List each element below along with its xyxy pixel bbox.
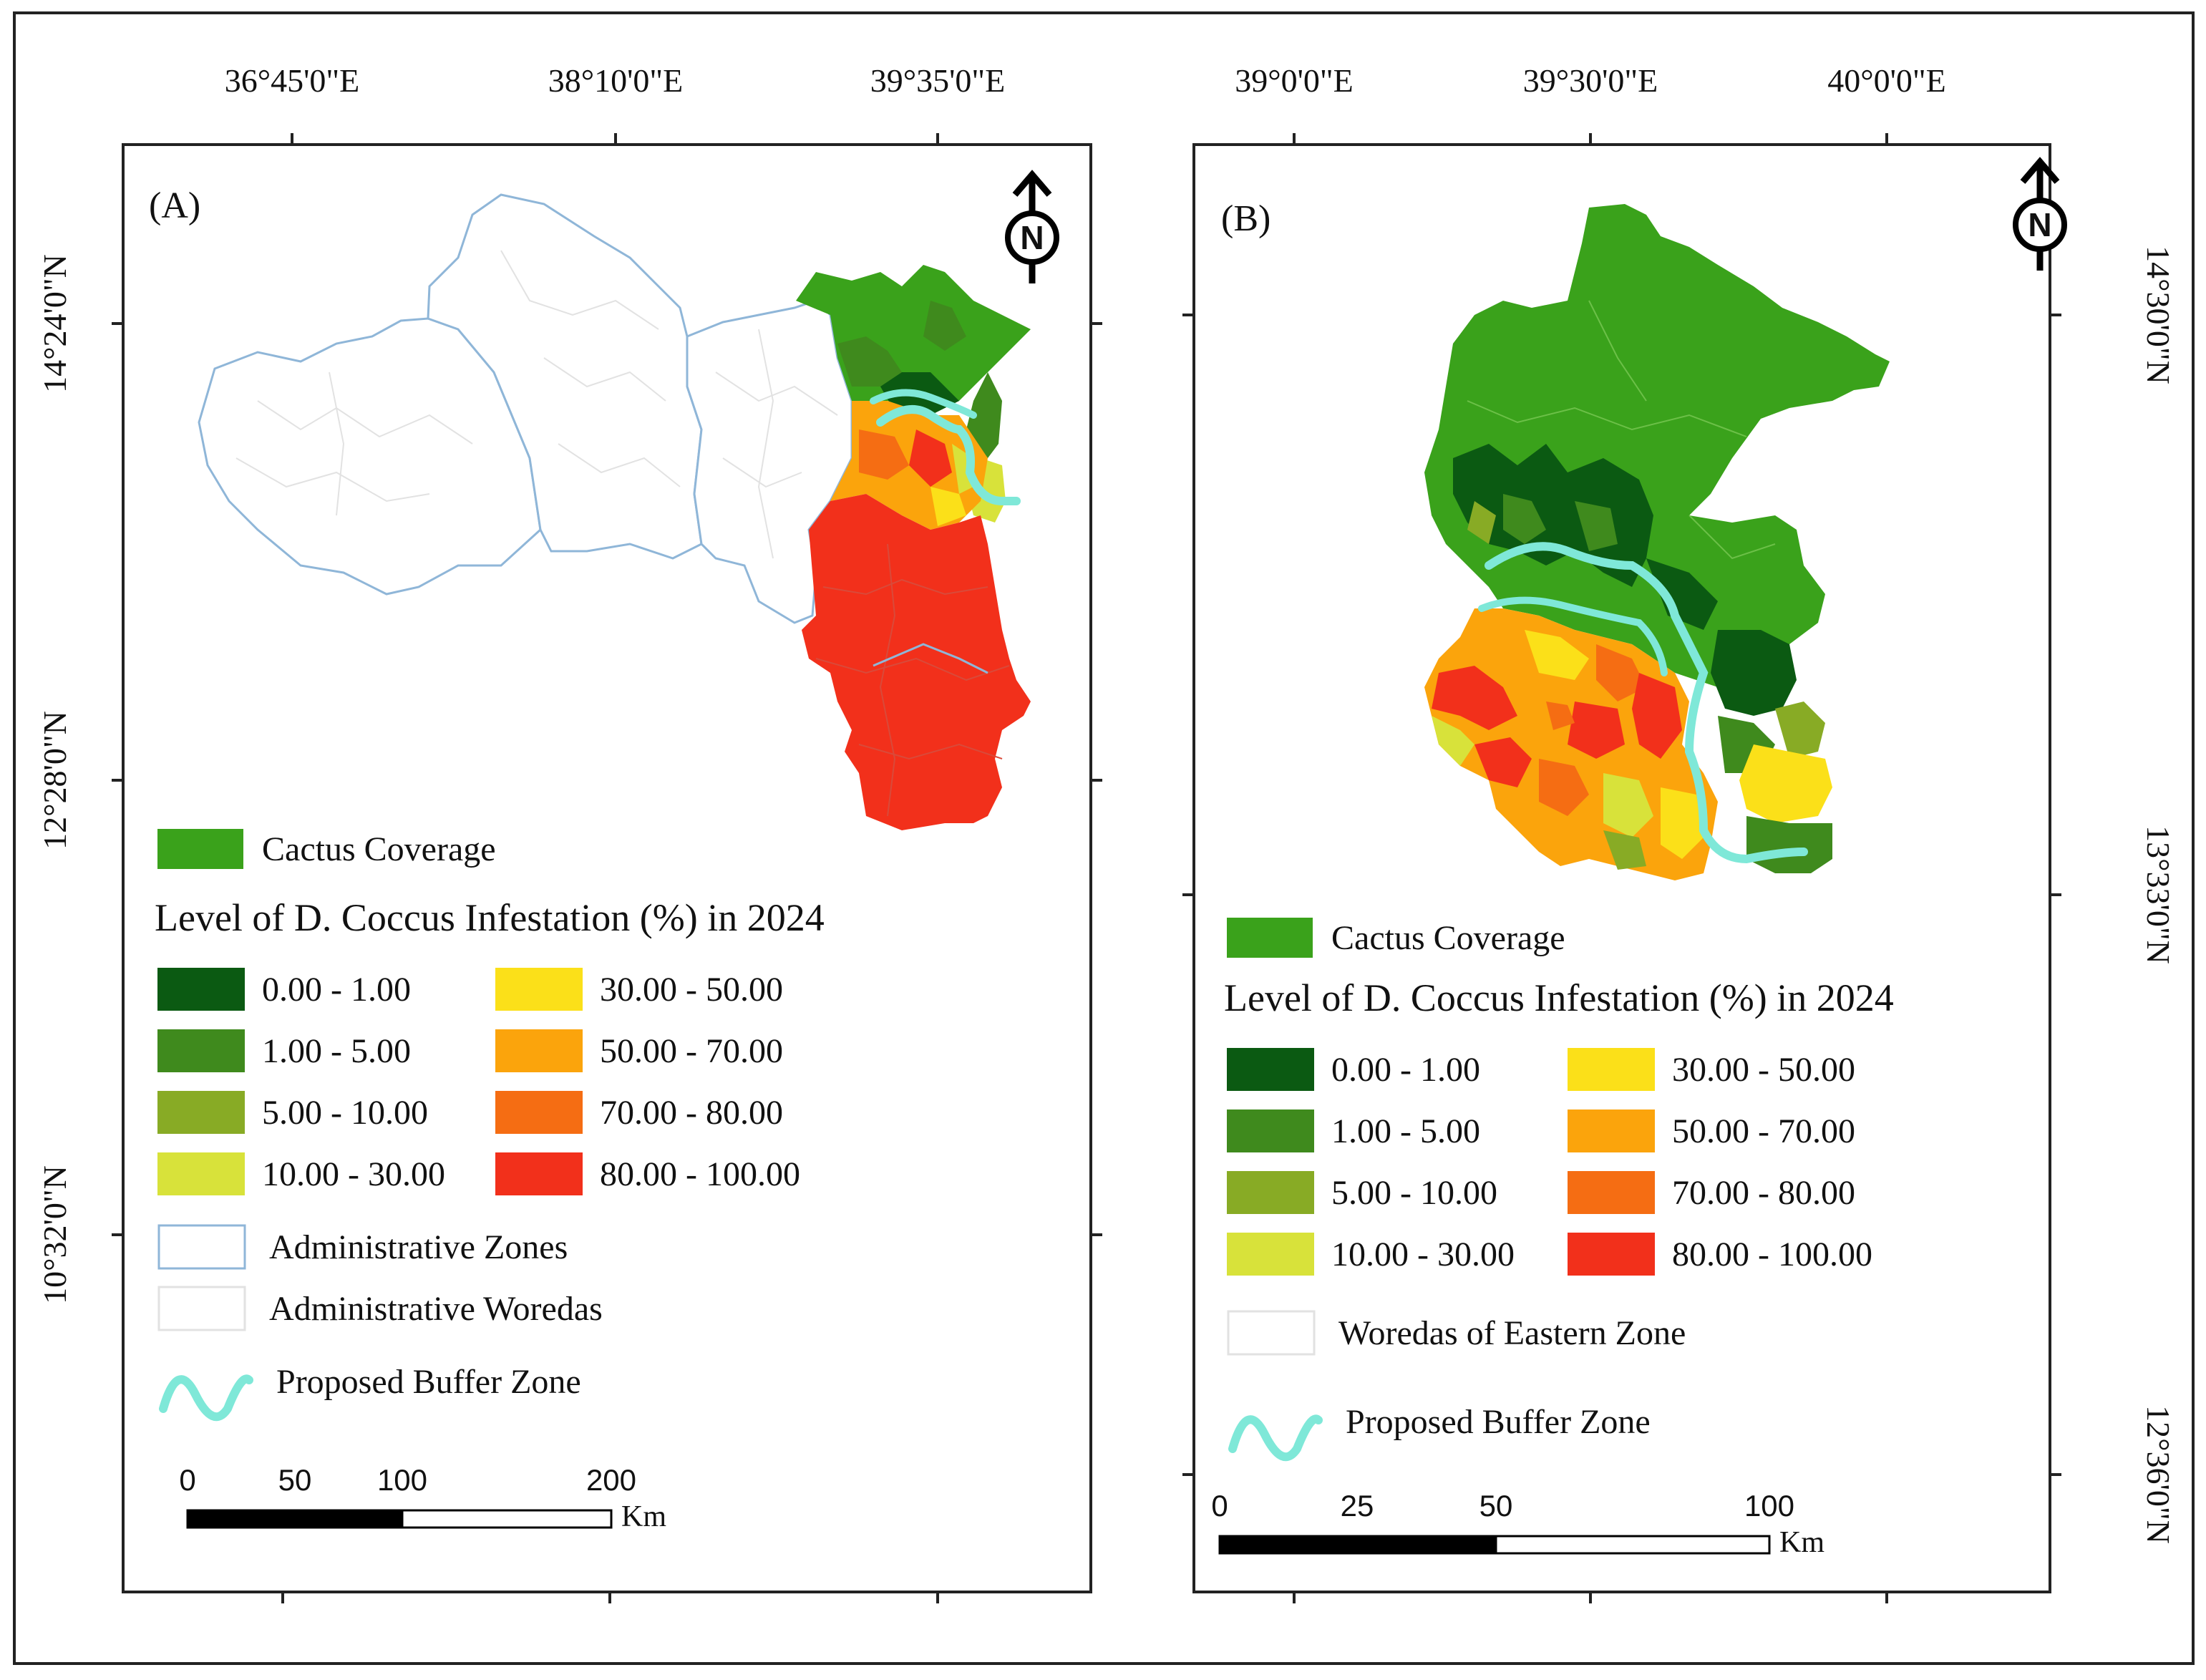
legend-swatch [1568, 1048, 1655, 1091]
panel-a-lon-label: 36°45'0"E [225, 62, 360, 99]
legend-class-label: 80.00 - 100.00 [1672, 1235, 1872, 1273]
legend-swatch [1568, 1110, 1655, 1152]
legend-swatch-cactus [1227, 918, 1313, 958]
panel-b-label: (B) [1221, 198, 1270, 239]
legend-swatch [495, 1029, 583, 1072]
legend-class-label: 0.00 - 1.00 [262, 971, 411, 1009]
legend-swatch [1227, 1110, 1314, 1152]
legend-class-label: 30.00 - 50.00 [1672, 1051, 1855, 1089]
legend-class-label: 5.00 - 10.00 [262, 1094, 428, 1132]
panel-b-map [1424, 204, 1890, 880]
scale-tick-label: 100 [1744, 1489, 1794, 1523]
legend-extra-label: Administrative Zones [269, 1228, 568, 1266]
legend-class-label: 10.00 - 30.00 [262, 1155, 445, 1193]
scale-tick-label: 200 [586, 1463, 636, 1497]
legend-swatch [495, 968, 583, 1011]
svg-text:N: N [1020, 219, 1044, 256]
panel-b-scale-bar: 0 25 50 100 Km [1211, 1489, 1824, 1559]
legend-swatch-buffer [159, 1374, 253, 1422]
panel-b: 39°0'0"E 39°30'0"E 40°0'0"E 14°30'0"N 13… [1182, 62, 2177, 1603]
legend-swatch [1568, 1233, 1655, 1276]
legend-class-label: 1.00 - 5.00 [1331, 1112, 1480, 1150]
north-arrow-icon: N [2013, 157, 2067, 271]
panel-b-lon-label: 39°30'0"E [1523, 62, 1658, 99]
panel-a-lon-label: 39°35'0"E [870, 62, 1006, 99]
panel-b-lat-label: 13°33'0"N [2140, 825, 2177, 964]
legend-swatch-buffer [1228, 1414, 1323, 1462]
legend-extra-label: Proposed Buffer Zone [276, 1363, 581, 1401]
scale-tick-label: 0 [179, 1463, 195, 1497]
legend-class-label: 0.00 - 1.00 [1331, 1051, 1480, 1089]
legend-class-label: 50.00 - 70.00 [600, 1032, 783, 1070]
legend-swatch [157, 1029, 245, 1072]
figure-frame [13, 11, 2195, 1665]
legend-class-label: 30.00 - 50.00 [600, 971, 783, 1009]
zone-west [198, 317, 542, 596]
north-arrow-icon: N [1005, 170, 1059, 283]
panel-a-lat-label: 14°24'0"N [37, 254, 73, 393]
legend-swatch-zones [157, 1224, 246, 1270]
legend-swatch [495, 1152, 583, 1195]
legend-class-label: 80.00 - 100.00 [600, 1155, 800, 1193]
eastern-cactus [1424, 204, 1890, 687]
legend-swatch-woredas [157, 1286, 246, 1331]
eastern-red [802, 494, 1031, 830]
panel-b-legend: Cactus Coverage Level of D. Coccus Infest… [1224, 918, 1894, 1462]
panel-a-label: (A) [149, 185, 200, 226]
panel-a-lat-label: 10°32'0"N [37, 1165, 73, 1304]
panel-b-lon-label: 40°0'0"E [1827, 62, 1946, 99]
legend-swatch-woredas [1227, 1310, 1316, 1356]
svg-text:N: N [2028, 206, 2051, 243]
legend-swatch [1568, 1171, 1655, 1214]
legend-swatch [495, 1091, 583, 1134]
scale-unit: Km [621, 1500, 666, 1533]
legend-label-cactus: Cactus Coverage [262, 830, 496, 868]
panel-b-lat-label: 12°36'0"N [2140, 1405, 2177, 1544]
panel-a-scale-bar: 0 50 100 200 Km [179, 1463, 666, 1533]
scale-tick-label: 50 [278, 1463, 312, 1497]
panel-a-lat-label: 12°28'0"N [37, 711, 73, 850]
legend-class-label: 70.00 - 80.00 [600, 1094, 783, 1132]
legend-title: Level of D. Coccus Infestation (%) in 20… [1224, 976, 1894, 1019]
legend-extra-label: Woredas of Eastern Zone [1338, 1314, 1686, 1352]
legend-swatch [157, 968, 245, 1011]
scale-tick-label: 0 [1211, 1489, 1228, 1523]
legend-swatch [157, 1152, 245, 1195]
legend-swatch [1227, 1233, 1314, 1276]
legend-extra-label: Administrative Woredas [269, 1290, 603, 1328]
panel-a-lon-label: 38°10'0"E [548, 62, 684, 99]
buffer-zone-line [876, 405, 1021, 505]
legend-swatch [1227, 1048, 1314, 1091]
legend-class-label: 10.00 - 30.00 [1331, 1235, 1515, 1273]
buffer-zone-line [1485, 542, 1808, 864]
scale-tick-label: 100 [377, 1463, 427, 1497]
panel-a-map [198, 193, 1031, 830]
panel-b-lon-label: 39°0'0"E [1235, 62, 1354, 99]
legend-title: Level of D. Coccus Infestation (%) in 20… [155, 896, 825, 939]
legend-class-label: 5.00 - 10.00 [1331, 1174, 1497, 1212]
legend-swatch [157, 1091, 245, 1134]
legend-label-cactus: Cactus Coverage [1331, 919, 1565, 957]
panel-a: 36°45'0"E 38°10'0"E 39°35'0"E 14°24'0"N … [37, 62, 1102, 1603]
legend-swatch [1227, 1171, 1314, 1214]
panel-b-lat-label: 14°30'0"N [2140, 246, 2177, 384]
scale-tick-label: 25 [1341, 1489, 1374, 1523]
scale-unit: Km [1779, 1526, 1824, 1559]
legend-class-label: 1.00 - 5.00 [262, 1032, 411, 1070]
panel-a-legend: Cactus Coverage Level of D. Coccus Infest… [155, 829, 825, 1422]
scale-tick-label: 50 [1479, 1489, 1513, 1523]
legend-swatch-cactus [157, 829, 243, 869]
legend-extra-label: Proposed Buffer Zone [1346, 1403, 1651, 1441]
legend-class-label: 70.00 - 80.00 [1672, 1174, 1855, 1212]
legend-class-label: 50.00 - 70.00 [1672, 1112, 1855, 1150]
